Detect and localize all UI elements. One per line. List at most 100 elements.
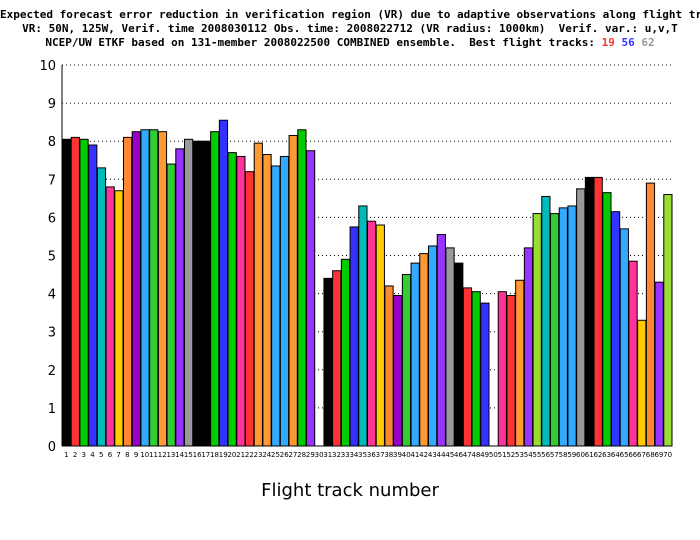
bar [550,213,560,447]
bar [654,281,664,447]
bar [96,167,107,447]
x-tick-label: 13 [166,451,175,459]
bar [262,154,272,447]
bar [619,228,629,447]
x-tick-label: 52 [506,451,515,459]
bar [245,171,255,447]
x-tick-label: 60 [576,451,585,459]
x-tick-label: 46 [454,451,463,459]
x-tick-label: 7 [116,451,120,459]
bar [149,129,159,447]
y-tick-label: 2 [48,364,56,379]
bar [323,277,333,447]
x-tick-label: 23 [254,451,263,459]
bar [131,131,141,447]
x-tick-label: 56 [541,451,550,459]
x-tick-label: 67 [637,451,646,459]
bar [419,253,429,447]
x-tick-label: 11 [149,451,158,459]
y-tick-label: 6 [48,211,56,226]
bar [105,186,115,447]
x-tick-label: 22 [245,451,254,459]
bar [645,182,656,447]
bar [497,291,507,447]
x-tick-label: 51 [498,451,507,459]
bar [584,176,595,447]
x-tick-label: 36 [367,451,376,459]
bar [576,188,586,447]
y-tick-label: 1 [48,402,56,417]
bar [271,165,281,447]
x-tick-label: 34 [349,451,358,459]
bar [523,247,534,447]
bar [367,220,377,447]
bar [454,262,464,447]
bar [62,138,72,447]
x-tick-label: 32 [332,451,341,459]
bar [663,194,673,447]
x-tick-label: 63 [602,451,611,459]
bar [410,262,420,447]
x-tick-label: 59 [567,451,576,459]
bar [375,224,385,447]
x-tick-label: 50 [489,451,498,459]
y-tick-label: 0 [48,440,56,455]
bar [567,205,577,447]
bar [123,136,133,447]
bar [253,142,263,447]
bar [628,260,638,447]
x-axis-label: Flight track number [261,480,439,501]
y-tick-label: 4 [48,288,56,303]
x-tick-label: 49 [480,451,489,459]
y-tick-label: 7 [48,173,56,188]
bar [480,302,490,447]
bar [184,138,194,447]
bar [279,155,290,447]
x-tick-label: 69 [654,451,663,459]
x-tick-label: 47 [463,451,472,459]
bar [140,129,150,447]
bar [340,258,351,447]
x-tick-label: 65 [620,451,629,459]
x-tick-label: 29 [306,451,315,459]
x-tick-label: 15 [184,451,193,459]
x-tick-label: 21 [236,451,245,459]
bar [558,207,568,447]
x-tick-label: 8 [125,451,129,459]
x-tick-label: 40 [402,451,411,459]
x-tick-label: 10 [140,451,149,459]
best-track-2: 56 [621,36,635,49]
bar [332,270,342,447]
x-tick-label: 44 [437,451,446,459]
bar [358,205,368,447]
x-tick-label: 33 [341,451,350,459]
bar [602,192,612,447]
x-tick-label: 19 [219,451,228,459]
bar [297,129,307,447]
x-tick-label: 64 [611,451,620,459]
bar [88,144,98,447]
x-tick-label: 28 [297,451,306,459]
x-tick-label: 25 [271,451,280,459]
x-tick-label: 20 [227,451,236,459]
y-tick-label: 8 [48,135,56,150]
bar [157,131,168,447]
x-tick-label: 45 [445,451,454,459]
bar [79,138,89,447]
bar [515,279,525,447]
x-tick-label: 55 [532,451,541,459]
x-tick-label: 14 [175,451,184,459]
x-tick-label: 70 [663,451,672,459]
y-tick-label: 3 [48,326,56,341]
x-tick-label: 26 [280,451,289,459]
bar [593,176,603,447]
bar [471,291,481,447]
x-tick-label: 62 [593,451,602,459]
bar [532,213,542,447]
x-tick-label: 3 [82,451,86,459]
x-tick-label: 5 [99,451,103,459]
x-tick-label: 17 [201,451,210,459]
chart-title-line-3-text: NCEP/UW ETKF based on 131-member 2008022… [45,36,596,49]
bar [210,131,220,447]
